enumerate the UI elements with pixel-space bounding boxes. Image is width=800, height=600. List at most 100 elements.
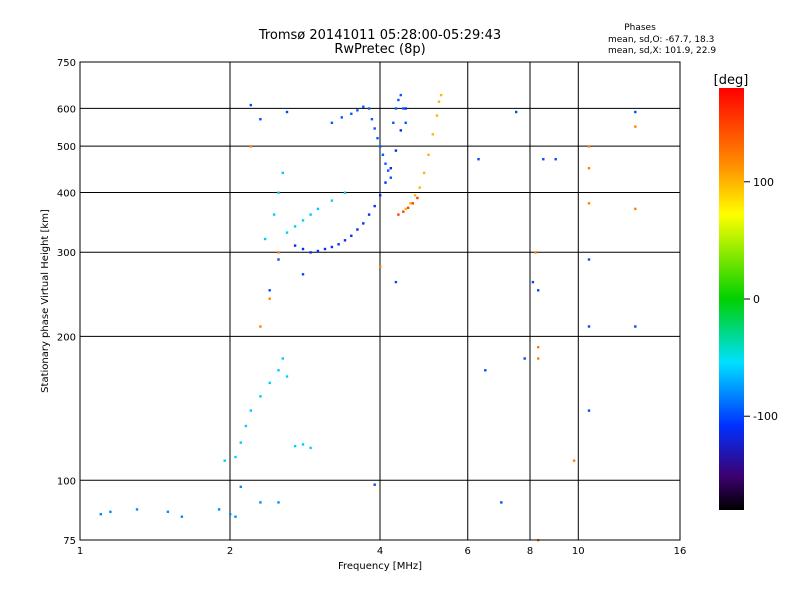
grid — [80, 62, 680, 540]
data-point — [404, 107, 407, 110]
data-point — [272, 213, 276, 216]
data-point — [285, 375, 289, 378]
data-point — [277, 251, 280, 254]
x-tick-label: 2 — [227, 546, 233, 557]
data-point — [634, 207, 637, 211]
x-tick-label: 8 — [527, 546, 533, 557]
data-point — [587, 167, 591, 170]
data-point — [379, 194, 382, 197]
data-point — [439, 93, 443, 97]
data-point — [394, 149, 398, 152]
data-point — [409, 202, 412, 205]
data-point — [350, 112, 353, 115]
data-point — [301, 219, 305, 222]
data-point — [316, 249, 320, 253]
data-point — [277, 258, 280, 261]
chart-title: Tromsø 20141011 05:28:00-05:29:43 — [258, 28, 501, 43]
data-point — [587, 145, 591, 148]
data-point — [362, 222, 365, 225]
data-point — [268, 289, 271, 292]
data-point — [244, 424, 248, 428]
data-point — [301, 273, 305, 276]
data-point — [537, 346, 540, 349]
data-point — [277, 369, 280, 372]
data-point — [402, 210, 405, 213]
data-point — [337, 243, 340, 246]
data-point — [531, 280, 535, 284]
x-axis-title: Frequency [MHz] — [338, 561, 422, 572]
data-point — [277, 501, 280, 504]
y-axis-title: Stationary phase Virtual Height [km] — [40, 209, 51, 393]
x-tick-label: 1 — [77, 546, 83, 557]
data-point — [477, 158, 480, 161]
y-tick-label: 600 — [57, 104, 76, 115]
data-point — [435, 114, 439, 117]
colorbar-tick-label: -100 — [753, 410, 778, 423]
data-point — [367, 107, 371, 110]
data-point — [634, 125, 637, 128]
data-point — [437, 100, 441, 103]
data-point — [259, 325, 262, 328]
data-point — [249, 103, 252, 107]
data-point — [389, 176, 392, 179]
data-point — [277, 191, 280, 194]
y-tick-label: 200 — [57, 332, 76, 343]
data-point — [350, 234, 353, 237]
data-point — [309, 213, 312, 216]
y-tick-label: 100 — [57, 476, 76, 487]
chart-subtitle: RwPretec (8p) — [334, 42, 425, 57]
data-point — [234, 515, 237, 518]
data-point — [402, 107, 405, 110]
data-point — [330, 121, 334, 124]
data-point — [634, 325, 637, 328]
data-point — [431, 133, 434, 136]
colorbar-tick-label: 100 — [753, 176, 774, 189]
colorbar-tick-label: 0 — [753, 293, 760, 306]
data-point — [99, 513, 102, 516]
data-point — [484, 369, 487, 372]
colorbar-ticks: 100 0 -100 — [744, 176, 778, 423]
y-tick-label: 400 — [57, 188, 76, 199]
data-point — [259, 118, 262, 121]
data-point — [554, 158, 557, 161]
data-point — [379, 265, 382, 268]
data-point — [389, 167, 392, 170]
x-tick-label: 4 — [377, 546, 383, 557]
data-point — [587, 409, 591, 412]
data-point — [376, 137, 379, 140]
data-point — [109, 510, 112, 513]
data-point — [330, 245, 334, 249]
data-point — [587, 202, 591, 205]
data-point — [404, 121, 407, 124]
data-point — [229, 513, 232, 516]
data-point — [392, 121, 395, 124]
x-tick-label: 6 — [465, 546, 471, 557]
data-point — [384, 181, 387, 184]
data-point — [281, 171, 284, 175]
data-point — [427, 153, 430, 156]
data-point — [418, 186, 421, 189]
data-point — [381, 153, 385, 156]
data-point — [180, 515, 184, 518]
data-point — [263, 237, 267, 241]
data-point — [572, 459, 576, 462]
data-point — [309, 251, 312, 254]
data-point — [340, 116, 343, 119]
data-point — [135, 508, 139, 511]
data-point — [413, 194, 417, 197]
data-point — [259, 395, 262, 398]
data-point — [268, 297, 271, 300]
data-point — [634, 110, 637, 114]
data-point — [323, 247, 327, 251]
data-point — [394, 107, 398, 110]
y-tick-label: 300 — [57, 248, 76, 259]
data-point — [249, 409, 252, 412]
data-point — [268, 381, 271, 385]
data-points — [99, 93, 637, 542]
data-point — [394, 280, 398, 284]
data-point — [293, 225, 297, 228]
data-point — [217, 508, 221, 511]
data-point — [542, 158, 545, 161]
data-point — [356, 109, 359, 112]
